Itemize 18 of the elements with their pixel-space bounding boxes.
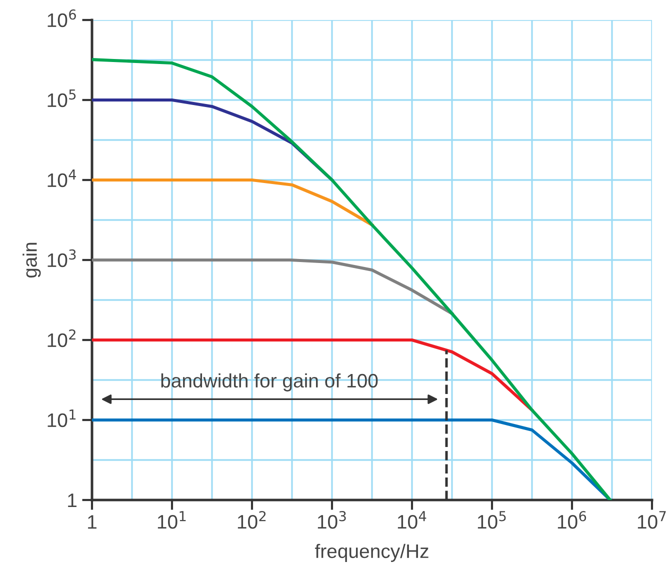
y-tick-label: 1	[68, 494, 76, 508]
y-tick-label: 10$^{2}$	[48, 329, 76, 348]
y-tick-label: 10$^{1}$	[48, 410, 76, 428]
y-axis-title: gain	[22, 242, 41, 278]
y-tick-label: 10$^{4}$	[48, 170, 76, 188]
x-tick-label: 10$^{5}$	[478, 511, 506, 529]
annotation: bandwidth for gain of 100	[161, 373, 378, 392]
x-tick-label: 10$^{6}$	[558, 510, 586, 529]
x-tick-label: 10$^{7}$	[638, 511, 666, 529]
x-tick-label: 1	[88, 515, 96, 529]
x-tick-label: 10$^{2}$	[238, 510, 266, 529]
x-tick-label: 10$^{3}$	[318, 510, 346, 529]
y-tick-label: 10$^{6}$	[48, 9, 76, 28]
x-tick-label: 10$^{4}$	[398, 511, 426, 529]
y-tick-label: 10$^{5}$	[48, 90, 76, 108]
x-axis-title: frequency/Hz	[315, 544, 428, 562]
y-tick-label: 10$^{3}$	[48, 249, 76, 268]
x-tick-label: 10$^{1}$	[158, 511, 186, 529]
